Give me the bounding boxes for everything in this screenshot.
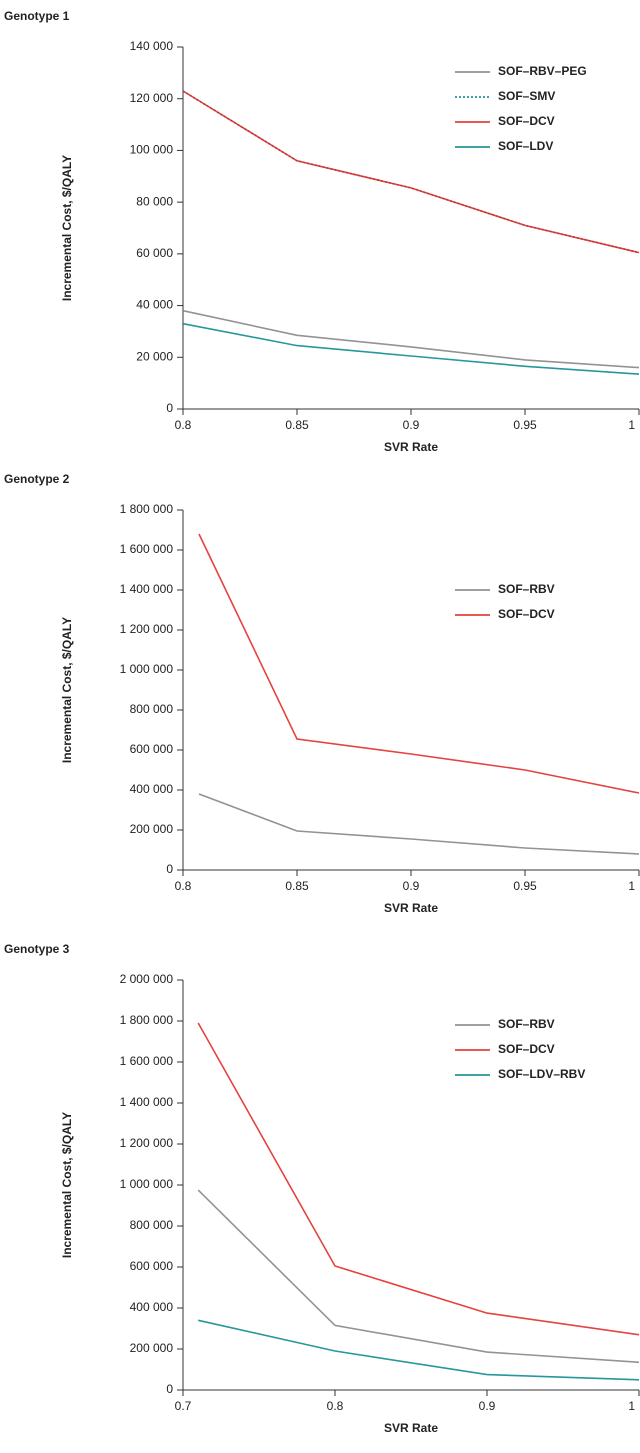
y-axis-label: Incremental Cost, $/QALY <box>60 1112 74 1258</box>
legend-label: SOF–DCV <box>498 1042 555 1056</box>
y-axis-label: Incremental Cost, $/QALY <box>60 155 74 301</box>
y-tick-label: 100 000 <box>130 143 174 157</box>
legend-label: SOF–LDV–RBV <box>498 1067 585 1081</box>
series-line <box>197 1022 640 1336</box>
x-axis-label: SVR Rate <box>384 1421 438 1435</box>
legend-label: SOF–RBV <box>498 1017 555 1031</box>
y-tick-label: 600 000 <box>130 1259 174 1273</box>
y-tick-label: 120 000 <box>130 91 174 105</box>
y-tick-label: 600 000 <box>130 742 174 756</box>
x-tick-label: 0.7 <box>175 1399 192 1413</box>
x-tick-label: 0.8 <box>327 1399 344 1413</box>
x-axis-label: SVR Rate <box>384 440 438 454</box>
series-line <box>197 1189 640 1364</box>
legend-label: SOF–LDV <box>498 139 553 153</box>
series-line <box>182 90 640 254</box>
x-tick-label: 0.95 <box>513 879 537 893</box>
y-tick-label: 1 200 000 <box>120 622 174 636</box>
y-tick-label: 1 200 000 <box>120 1136 174 1150</box>
y-tick-label: 80 000 <box>136 194 173 208</box>
series-line <box>182 322 640 375</box>
x-tick-label: 0.85 <box>285 879 309 893</box>
legend-label: SOF–RBV <box>498 582 555 596</box>
x-tick-label: 0.9 <box>403 418 420 432</box>
y-tick-label: 20 000 <box>136 349 173 363</box>
series-line <box>198 793 640 855</box>
y-tick-label: 800 000 <box>130 702 174 716</box>
y-tick-label: 400 000 <box>130 782 174 796</box>
x-axis-label: SVR Rate <box>384 901 438 915</box>
legend-label: SOF–DCV <box>498 607 555 621</box>
chart-title: Genotype 2 <box>4 472 70 486</box>
series-line <box>182 90 640 254</box>
legend-label: SOF–DCV <box>498 114 555 128</box>
x-tick-label: 0.8 <box>175 418 192 432</box>
y-tick-label: 200 000 <box>130 822 174 836</box>
y-tick-label: 1 400 000 <box>120 1095 174 1109</box>
x-tick-label: 1 <box>628 879 635 893</box>
legend-label: SOF–SMV <box>498 89 555 103</box>
series-line <box>198 1319 640 1381</box>
x-tick-label: 0.8 <box>175 879 192 893</box>
x-tick-label: 0.9 <box>403 879 420 893</box>
legend-label: SOF–RBV–PEG <box>498 64 587 78</box>
y-tick-label: 140 000 <box>130 39 174 53</box>
x-tick-label: 0.9 <box>479 1399 496 1413</box>
y-tick-label: 40 000 <box>136 298 173 312</box>
y-tick-label: 1 600 000 <box>120 1054 174 1068</box>
y-tick-label: 0 <box>166 1382 173 1396</box>
y-tick-label: 1 600 000 <box>120 542 174 556</box>
y-tick-label: 2 000 000 <box>120 972 174 986</box>
y-tick-label: 60 000 <box>136 246 173 260</box>
x-tick-label: 0.95 <box>513 418 537 432</box>
series-line <box>198 533 640 794</box>
y-axis-label: Incremental Cost, $/QALY <box>60 617 74 763</box>
chart-title: Genotype 3 <box>4 942 70 956</box>
x-tick-label: 1 <box>628 1399 635 1413</box>
y-tick-label: 1 400 000 <box>120 582 174 596</box>
y-tick-label: 800 000 <box>130 1218 174 1232</box>
series-line <box>182 309 640 369</box>
chart-title: Genotype 1 <box>4 9 70 23</box>
y-tick-label: 1 800 000 <box>120 502 174 516</box>
y-tick-label: 1 800 000 <box>120 1013 174 1027</box>
y-tick-label: 400 000 <box>130 1300 174 1314</box>
x-tick-label: 1 <box>628 418 635 432</box>
y-tick-label: 0 <box>166 401 173 415</box>
y-tick-label: 0 <box>166 862 173 876</box>
y-tick-label: 1 000 000 <box>120 1177 174 1191</box>
y-tick-label: 200 000 <box>130 1341 174 1355</box>
x-tick-label: 0.85 <box>285 418 309 432</box>
y-tick-label: 1 000 000 <box>120 662 174 676</box>
